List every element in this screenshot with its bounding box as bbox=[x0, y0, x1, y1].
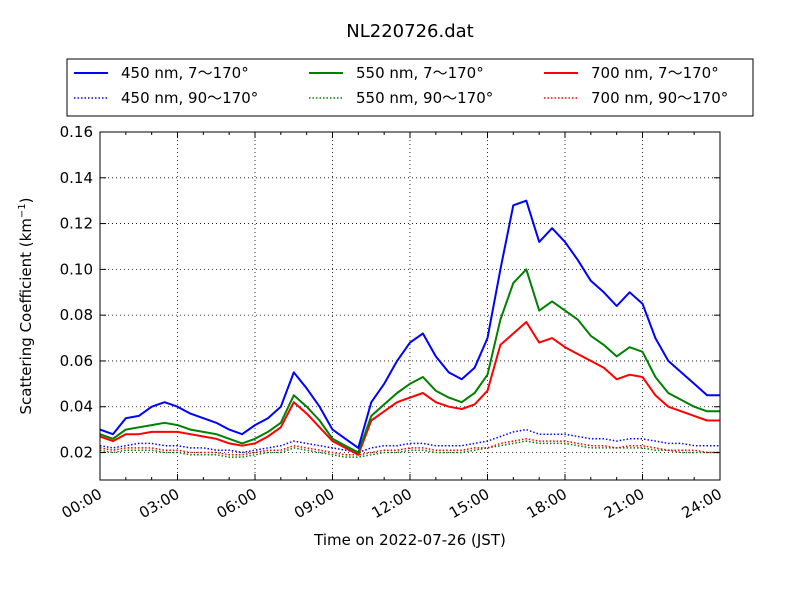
x-tick-label: 12:00 bbox=[369, 485, 415, 522]
chart-title: NL220726.dat bbox=[346, 21, 473, 42]
series-line bbox=[99, 428, 720, 454]
y-tick-label: 0.12 bbox=[60, 215, 93, 233]
y-tick-label: 0.10 bbox=[60, 260, 93, 278]
y-tick-label: 0.06 bbox=[60, 352, 93, 370]
legend: 450 nm, 7～170° 450 nm, 90～170° 550 nm, 7～1… bbox=[66, 58, 754, 117]
y-tick-label: 0.04 bbox=[60, 398, 93, 416]
y-tick-label: 0.14 bbox=[60, 169, 93, 187]
y-axis-label-exponent: −1 bbox=[17, 203, 28, 218]
x-tick-label: 21:00 bbox=[601, 485, 647, 522]
x-tick-label: 06:00 bbox=[214, 485, 260, 522]
axis-ticks bbox=[99, 131, 721, 480]
x-tick-label: 15:00 bbox=[446, 485, 492, 522]
series-line bbox=[99, 438, 720, 456]
y-tick-label: 0.08 bbox=[60, 306, 93, 324]
legend-label: 550 nm, 7～170° bbox=[356, 64, 484, 82]
plot-area bbox=[99, 131, 721, 481]
y-axis-label: Scattering Coefficient (km−1) bbox=[17, 197, 35, 414]
series-lines bbox=[99, 199, 720, 458]
x-tick-label: 24:00 bbox=[679, 485, 725, 522]
legend-label: 450 nm, 7～170° bbox=[121, 64, 249, 82]
legend-label: 700 nm, 90～170° bbox=[591, 89, 728, 107]
series-line bbox=[99, 440, 720, 458]
x-tick-label: 18:00 bbox=[524, 485, 570, 522]
y-axis-label-close: ) bbox=[17, 197, 35, 203]
x-tick-label: 00:00 bbox=[59, 485, 105, 522]
x-axis-label: Time on 2022-07-26 (JST) bbox=[313, 531, 506, 549]
series-line bbox=[99, 199, 720, 449]
series-line bbox=[99, 268, 720, 454]
legend-label: 450 nm, 90～170° bbox=[121, 89, 258, 107]
y-tick-label: 0.16 bbox=[60, 123, 93, 141]
legend-label: 550 nm, 90～170° bbox=[356, 89, 493, 107]
legend-label: 700 nm, 7～170° bbox=[591, 64, 719, 82]
y-axis-label-main: Scattering Coefficient (km bbox=[17, 218, 35, 414]
x-tick-label: 03:00 bbox=[136, 485, 182, 522]
y-tick-label: 0.02 bbox=[60, 444, 93, 462]
grid bbox=[99, 131, 721, 480]
legend-box bbox=[66, 58, 754, 117]
x-tick-label: 09:00 bbox=[291, 485, 337, 522]
series-line bbox=[99, 321, 720, 456]
